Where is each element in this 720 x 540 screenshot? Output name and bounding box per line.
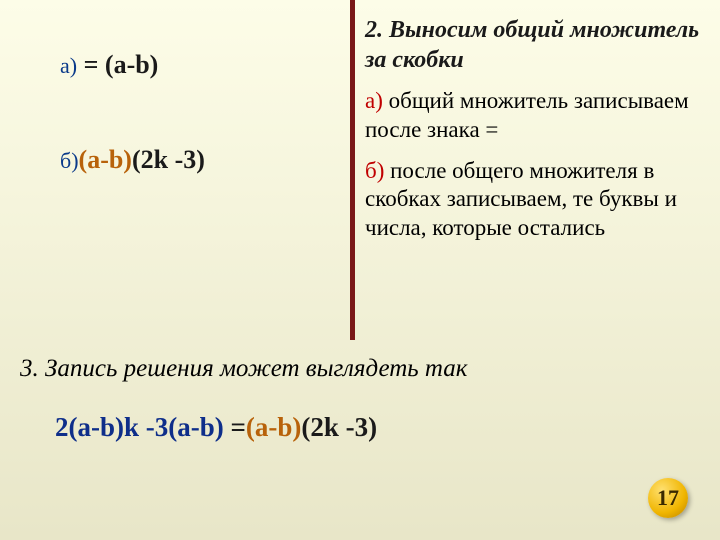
- final-p3: (a-b): [246, 412, 302, 442]
- step2-a-text: общий множитель записываем после знака =: [365, 88, 689, 142]
- eq-b-rest: (2k -3): [132, 145, 205, 174]
- eq-a-content: = (a-b): [84, 50, 159, 79]
- label-b: б): [60, 148, 79, 173]
- label-a: а): [60, 53, 77, 78]
- final-p4: (2k -3): [301, 412, 377, 442]
- right-column: 2. Выносим общий множитель за скобки а) …: [355, 0, 720, 263]
- left-column: а) = (a-b) б)(a-b)(2k -3): [0, 0, 350, 195]
- step2-title: 2. Выносим общий множитель за скобки: [365, 15, 700, 75]
- final-equation: 2(a-b)k -3(a-b) =(a-b)(2k -3): [55, 412, 377, 443]
- final-p2: =: [231, 412, 246, 442]
- page-number: 17: [657, 485, 679, 511]
- step2-b-label: б): [365, 158, 390, 183]
- step3-text: 3. Запись решения может выглядеть так: [20, 355, 467, 383]
- equation-a: а) = (a-b): [60, 50, 330, 80]
- step2-a-label: а): [365, 88, 389, 113]
- eq-b-factor: (a-b): [79, 145, 132, 174]
- equation-b: б)(a-b)(2k -3): [60, 145, 330, 175]
- step2-item-b: б) после общего множителя в скобках запи…: [365, 157, 700, 243]
- page-number-badge: 17: [648, 478, 688, 518]
- step2-item-a: а) общий множитель записываем после знак…: [365, 87, 700, 145]
- step2-b-text: после общего множителя в скобках записыв…: [365, 158, 677, 241]
- final-p1: 2(a-b)k -3(a-b): [55, 412, 231, 442]
